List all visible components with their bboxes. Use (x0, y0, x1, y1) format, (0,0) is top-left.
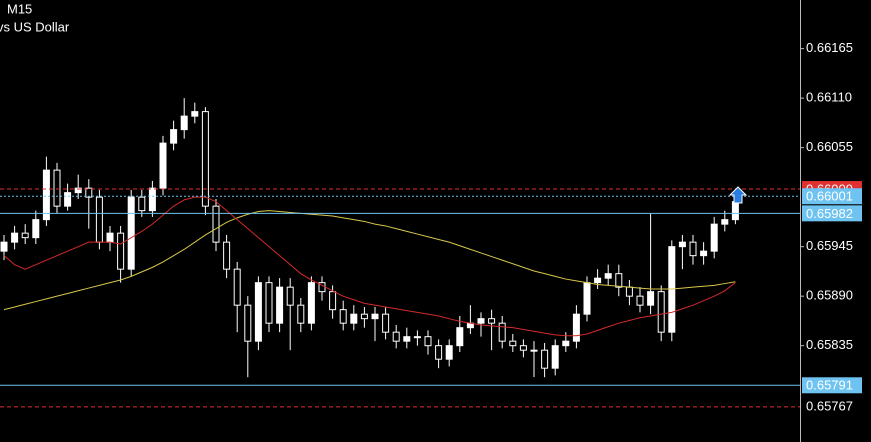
candle-body (53, 169, 61, 207)
candle-body (32, 219, 40, 239)
candle-body (721, 219, 729, 225)
buy-arrow-icon (728, 186, 748, 204)
candle-body (636, 295, 644, 306)
plot-area (0, 98, 800, 408)
candle-body (647, 291, 655, 306)
candle-body (180, 115, 188, 131)
candle-body (700, 250, 708, 257)
candle-body (551, 345, 559, 369)
candle-body (657, 291, 665, 333)
y-tick-label: 0.65945 (806, 238, 853, 253)
candle-body (286, 286, 294, 306)
candle-body (371, 313, 379, 320)
candle-body (244, 304, 252, 342)
candle-body (159, 142, 167, 189)
price-level-label: 0.65767 (806, 398, 853, 413)
moving-average (3, 196, 736, 337)
candle-body (583, 282, 591, 315)
candle-body (148, 187, 156, 212)
candle-body (127, 196, 135, 270)
candle-body (85, 187, 93, 198)
candle-body (106, 232, 114, 243)
candle-body (541, 349, 549, 369)
price-level-tag (802, 188, 862, 205)
candle-body (265, 282, 273, 324)
candle-body (594, 277, 602, 284)
candle-body (64, 192, 72, 207)
candle-body (117, 232, 125, 270)
y-tick-label: 0.66055 (806, 139, 853, 154)
candle-body (625, 286, 633, 297)
candle-body (572, 313, 580, 342)
candle-body (488, 318, 496, 324)
candle-body (509, 340, 517, 347)
candle-body (329, 291, 337, 311)
candle-body (360, 313, 368, 320)
candle-body (710, 223, 718, 252)
y-tick-label: 0.66165 (806, 40, 853, 55)
price-axis: 0.66165 0.66110 0.66055 0.65945 0.65890 0.658… (800, 40, 862, 413)
candle-body (615, 273, 623, 288)
price-level-label: 0.65791 (806, 378, 853, 393)
candle-body (170, 129, 178, 144)
candle-body (42, 169, 50, 221)
candle-body (191, 111, 199, 117)
candle-body (435, 345, 443, 360)
candle-body (413, 336, 421, 339)
candle-body (562, 340, 570, 347)
y-tick-label: 0.66110 (806, 90, 852, 105)
candle-body (403, 336, 411, 342)
candle-body (138, 196, 146, 212)
candle-body (276, 286, 284, 324)
candle-body (731, 201, 739, 221)
candle-body (254, 282, 262, 342)
candle-body (223, 241, 231, 270)
price-level-label: 0.66001 (806, 189, 853, 204)
candle-body (74, 187, 82, 194)
candle-body (297, 304, 305, 324)
chart-title: M15 (7, 1, 32, 16)
candle-body (498, 322, 506, 342)
candle-body (212, 205, 220, 243)
price-level-tag (802, 205, 862, 222)
candle-body (95, 196, 103, 243)
candle-body (477, 318, 485, 324)
candle-body (678, 241, 686, 248)
candle-body (339, 309, 347, 324)
candle-body (350, 313, 358, 324)
candle-body (392, 331, 400, 342)
candle-body (201, 111, 209, 207)
price-level-label: 0.65982 (806, 206, 853, 221)
y-tick-label: 0.65835 (806, 337, 853, 352)
chart-subtitle: vs US Dollar (0, 19, 70, 34)
price-level-tag (802, 377, 862, 394)
candle-body (456, 327, 464, 347)
candle-body (382, 313, 390, 333)
candle-body (307, 282, 315, 324)
candle-body (530, 349, 538, 352)
candle-body (689, 241, 697, 257)
candle-body (424, 336, 432, 347)
candle-body (0, 241, 8, 252)
candle-body (445, 345, 453, 360)
candle-body (11, 232, 19, 243)
moving-average (3, 210, 736, 311)
candle-body (519, 345, 527, 351)
y-tick-label: 0.65890 (806, 288, 853, 303)
candle-body (21, 232, 29, 239)
candle-body (233, 268, 241, 306)
candle-body (604, 273, 612, 279)
